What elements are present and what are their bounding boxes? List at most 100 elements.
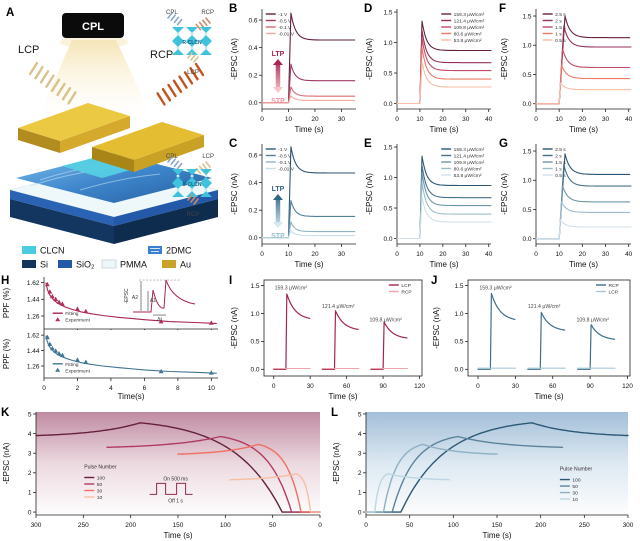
- svg-text:0: 0: [534, 251, 538, 258]
- svg-text:PPF (%): PPF (%): [2, 288, 11, 319]
- svg-text:2: 2: [28, 470, 32, 477]
- svg-text:F: F: [499, 3, 506, 15]
- svg-text:1.0: 1.0: [454, 311, 463, 318]
- svg-text:100: 100: [97, 476, 105, 482]
- svg-text:Fitting: Fitting: [65, 362, 79, 368]
- svg-text:250: 250: [579, 522, 590, 529]
- svg-text:RCP: RCP: [608, 283, 618, 289]
- svg-text:D: D: [364, 3, 372, 15]
- svg-text:Time (s): Time (s): [429, 260, 458, 269]
- svg-text:Time (s): Time (s): [534, 392, 563, 401]
- svg-text:0.0: 0.0: [522, 101, 531, 108]
- svg-text:-0.1 V: -0.1 V: [278, 160, 292, 166]
- svg-text:40: 40: [625, 116, 633, 123]
- pmma-swatch: [101, 259, 117, 269]
- svg-text:30: 30: [462, 251, 470, 258]
- lcp-wave-icon: [28, 61, 77, 105]
- svg-text:100: 100: [220, 522, 231, 529]
- chart-G: 0 10 20 30 40 0.0 0.5 1.0 1.5 Time (s) -EPSC (nA) G…: [499, 138, 633, 269]
- svg-text:1.44: 1.44: [27, 297, 40, 304]
- svg-text:200: 200: [535, 522, 546, 529]
- r-clcn-label: R-CLCN: [182, 40, 202, 46]
- svg-text:0: 0: [364, 522, 368, 529]
- svg-text:0.2: 0.2: [248, 208, 257, 215]
- svg-text:Time (s): Time (s): [429, 125, 458, 134]
- panel-c-chart: 0 10 20 30 0.0 0.2 0.4 0.6 Time (s) -EPSC (nA) C -1…: [228, 135, 363, 270]
- panel-d-chart: 0 10 20 30 40 0.0 0.5 1.0 1.5 Time (s) -EPSC (nA) D…: [363, 0, 498, 135]
- svg-text:90: 90: [587, 383, 595, 390]
- au-legend-label: Au: [180, 260, 191, 270]
- svg-text:Pulse Number: Pulse Number: [560, 467, 593, 473]
- svg-text:-0.5 V: -0.5 V: [278, 19, 292, 25]
- chart-F: 0 10 20 30 40 0.0 0.5 1.0 1.5 Time (s) -EPSC (nA) F…: [499, 3, 633, 134]
- svg-text:-EPSC (nA): -EPSC (nA): [230, 307, 239, 349]
- panel-l-chart: 0 50 100 150 200 250 300 0 1 2 3 4 5 Time (s) -EPSC (n…: [330, 404, 640, 541]
- svg-text:20: 20: [439, 116, 447, 123]
- panel-a-label: A: [6, 7, 14, 19]
- au-swatch: [162, 260, 176, 268]
- svg-text:60: 60: [343, 383, 351, 390]
- svg-text:-EPSC (nA): -EPSC (nA): [230, 173, 239, 215]
- svg-text:LTP: LTP: [272, 51, 285, 58]
- svg-text:53.8 μW/cm²: 53.8 μW/cm²: [454, 173, 482, 179]
- si-layer-front: [10, 199, 114, 244]
- cpl-source-box: [62, 13, 124, 38]
- svg-text:30: 30: [462, 116, 470, 123]
- svg-text:1: 1: [358, 490, 362, 497]
- svg-text:0: 0: [318, 522, 322, 529]
- svg-text:0.5: 0.5: [522, 207, 531, 214]
- svg-text:On 500 ms: On 500 ms: [163, 476, 188, 482]
- si-swatch: [22, 260, 36, 268]
- svg-text:30: 30: [97, 489, 103, 495]
- svg-text:0: 0: [395, 251, 399, 258]
- svg-text:30: 30: [338, 116, 346, 123]
- svg-text:3: 3: [28, 451, 32, 458]
- svg-text:0.0: 0.0: [248, 235, 257, 242]
- svg-text:150: 150: [492, 522, 503, 529]
- svg-text:-0.1 V: -0.1 V: [278, 25, 292, 31]
- svg-text:1.5 s: 1.5 s: [555, 160, 566, 166]
- svg-text:RCP: RCP: [401, 290, 411, 296]
- svg-text:0: 0: [272, 383, 276, 390]
- svg-text:121.4 μW/cm²: 121.4 μW/cm²: [454, 154, 485, 160]
- svg-text:150: 150: [173, 522, 184, 529]
- panel-e-chart: 0 10 20 30 40 0.0 0.5 1.0 1.5 Time (s) -EPSC (nA) E…: [363, 135, 498, 270]
- svg-text:E: E: [364, 138, 372, 150]
- svg-text:1.0: 1.0: [250, 311, 259, 318]
- au-electrode-left: [18, 103, 130, 153]
- svg-text:0: 0: [260, 116, 264, 123]
- svg-text:6: 6: [143, 385, 147, 392]
- svg-text:LTP: LTP: [272, 186, 285, 193]
- svg-text:I: I: [229, 275, 232, 287]
- svg-text:0: 0: [260, 251, 264, 258]
- au-electrode-right: [92, 122, 204, 172]
- svg-text:0: 0: [476, 383, 480, 390]
- svg-text:10: 10: [416, 251, 424, 258]
- svg-text:40: 40: [485, 251, 493, 258]
- svg-text:1.0: 1.0: [522, 178, 531, 185]
- svg-text:30: 30: [572, 491, 578, 497]
- inset-bottom-rcp-out-label: RCP: [187, 212, 200, 218]
- sio2-legend-label: SiO₂: [76, 260, 95, 270]
- svg-text:1.5: 1.5: [383, 144, 392, 151]
- inset-top-rcp-label: RCP: [201, 10, 214, 16]
- svg-text:0: 0: [42, 385, 46, 392]
- inset-top-out-wave-icon: [187, 52, 199, 63]
- svg-text:1.5: 1.5: [522, 13, 531, 20]
- sio2-layer-side: [114, 190, 218, 226]
- svg-text:50: 50: [572, 484, 578, 490]
- svg-text:-EPSC (nA): -EPSC (nA): [365, 173, 374, 215]
- chart-J: 0 30 60 90 120 0.0 0.5 1.0 1.5 Time (s) -EPSC (nA)…: [431, 275, 633, 401]
- svg-text:20: 20: [579, 116, 587, 123]
- svg-text:1.5: 1.5: [522, 148, 531, 155]
- svg-text:-0.01 V: -0.01 V: [278, 32, 295, 38]
- svg-text:10: 10: [556, 116, 564, 123]
- svg-text:PPF (%): PPF (%): [2, 339, 11, 370]
- rcp-label: RCP: [150, 49, 173, 61]
- rcp-wave-icon: [156, 62, 205, 106]
- svg-text:-0.5 V: -0.5 V: [278, 154, 292, 160]
- svg-text:159.3 μW/cm²: 159.3 μW/cm²: [479, 286, 512, 292]
- svg-text:1.44: 1.44: [27, 348, 40, 355]
- svg-text:20: 20: [439, 251, 447, 258]
